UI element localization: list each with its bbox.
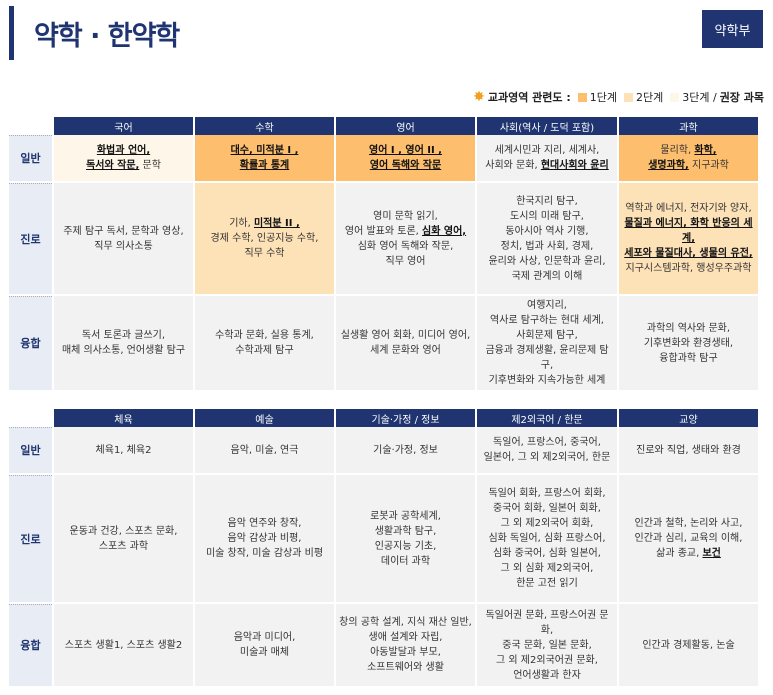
legend-level1: 1단계	[589, 91, 617, 104]
table-cell: 창의 공학 설계, 지식 재산 일반, 생애 설계와 자립, 아동발달과 부모, 소프…	[334, 604, 475, 688]
table-cell: 주제 탐구 독서, 문학과 영상, 직무 의사소통	[52, 183, 193, 296]
table-cell: 독서 토론과 글쓰기, 매체 의사소통, 언어생활 탐구	[52, 296, 193, 392]
table-cell: 실생활 영어 회화, 미디어 영어, 세계 문화와 영어	[334, 296, 475, 392]
table-row: 일반 화법과 언어, 독서와 작문, 문학 대수, 미적분 I , 확률과 통계 영…	[9, 135, 758, 183]
table-corner	[9, 117, 52, 135]
recommended-subject: 생명과학,	[648, 160, 689, 171]
legend-swatch-level1	[577, 92, 587, 102]
legend: ✸ 교과영역 관련도 : 1단계 2단계 3단계 / 권장 과목	[473, 89, 764, 105]
legend-swatch-level3	[670, 92, 680, 102]
column-header: 영어	[334, 117, 475, 135]
row-header: 융합	[9, 296, 52, 392]
legend-title: 교과영역 관련도 :	[487, 91, 571, 104]
table-cell: 대수, 미적분 I , 확률과 통계	[193, 135, 334, 183]
table-cell: 역학과 에너지, 전자기와 양자, 물질과 에너지, 화학 반응의 세계, 세포와 …	[617, 183, 758, 296]
recommended-subject: 대수, 미적분 I ,	[230, 145, 299, 156]
table-cell: 기하, 미적분 II , 경제 수학, 인공지능 수학, 직무 수학	[193, 183, 334, 296]
table-cell: 한국지리 탐구, 도시의 미래 탐구, 동아시아 역사 기행, 정치, 법과 사회, …	[475, 183, 617, 296]
column-header: 국어	[52, 117, 193, 135]
table-row: 진로 주제 탐구 독서, 문학과 영상, 직무 의사소통 기하, 미적분 II ,…	[9, 183, 758, 296]
table-cell: 과학의 역사와 문화, 기후변화와 환경생태, 융합과학 탐구	[617, 296, 758, 392]
table-cell: 음악, 미술, 연극	[193, 427, 334, 475]
subject-table-main: 국어 수학 영어 사회(역사 / 도덕 포함) 과학 일반 화법과 언어, 독서와…	[9, 117, 758, 392]
subject-table-other: 체육 예술 기술·가정 / 정보 제2외국어 / 한문 교양 일반 체육1, 체…	[9, 409, 758, 688]
table-cell: 체육1, 체육2	[52, 427, 193, 475]
table-row: 융합 스포츠 생활1, 스포츠 생활2 음악과 미디어, 미술과 매체 창의 공학…	[9, 604, 758, 688]
table-row: 진로 운동과 건강, 스포츠 문화, 스포츠 과학 음악 연주와 창작, 음악 감상…	[9, 475, 758, 604]
recommended-subject: 확률과 통계	[239, 160, 290, 171]
table-cell: 여행지리, 역사로 탐구하는 현대 세계, 사회문제 탐구, 금융과 경제생활, 윤리…	[475, 296, 617, 392]
row-header: 일반	[9, 135, 52, 183]
column-header: 수학	[193, 117, 334, 135]
recommended-subject: 물질과 에너지, 화학 반응의 세계,	[624, 218, 753, 244]
table-cell: 독일어권 문화, 프랑스어권 문화, 중국 문화, 일본 문화, 그 외 제2외국어…	[475, 604, 617, 688]
legend-swatch-level2	[623, 92, 633, 102]
table-cell: 음악 연주와 창작, 음악 감상과 비평, 미술 창작, 미술 감상과 비평	[193, 475, 334, 604]
title-accent-bar	[9, 6, 14, 60]
table-cell: 운동과 건강, 스포츠 문화, 스포츠 과학	[52, 475, 193, 604]
table-header-row: 국어 수학 영어 사회(역사 / 도덕 포함) 과학	[9, 117, 758, 135]
table-cell: 독일어, 프랑스어, 중국어, 일본어, 그 외 제2외국어, 한문	[475, 427, 617, 475]
table-row: 융합 독서 토론과 글쓰기, 매체 의사소통, 언어생활 탐구 수학과 문화, 실…	[9, 296, 758, 392]
table-cell: 진로와 직업, 생태와 환경	[617, 427, 758, 475]
recommended-subject: 화법과 언어,	[96, 145, 151, 156]
recommended-subject: 심화 영어,	[422, 225, 467, 237]
table-cell: 세계시민과 지리, 세계사, 사회와 문화, 현대사회와 윤리	[475, 135, 617, 183]
column-header: 체육	[52, 409, 193, 427]
department-badge: 약학부	[702, 10, 763, 48]
column-header: 예술	[193, 409, 334, 427]
table-row: 일반 체육1, 체육2 음악, 미술, 연극 기술·가정, 정보 독일어, 프랑…	[9, 427, 758, 475]
column-header: 사회(역사 / 도덕 포함)	[475, 117, 617, 135]
recommended-subject: 화학,	[694, 145, 717, 156]
recommended-subject: 영어 독해와 작문	[369, 160, 442, 171]
table-cell: 인간과 경제활동, 논술	[617, 604, 758, 688]
recommended-subject: 미적분 II ,	[253, 218, 300, 229]
table-cell: 인간과 철학, 논리와 사고, 인간과 심리, 교육의 이해, 삶과 종교, 보건	[617, 475, 758, 604]
row-header: 일반	[9, 427, 52, 475]
table-cell: 기술·가정, 정보	[334, 427, 475, 475]
table-cell: 스포츠 생활1, 스포츠 생활2	[52, 604, 193, 688]
recommended-subject: 영어 I , 영어 II ,	[369, 145, 442, 156]
legend-level3: 3단계 /	[682, 91, 717, 104]
recommended-subject: 독서와 작문,	[86, 160, 140, 171]
page-title: 약학 · 한약학	[34, 21, 180, 52]
column-header: 제2외국어 / 한문	[475, 409, 617, 427]
column-header: 교양	[617, 409, 758, 427]
legend-recommended: 권장 과목	[719, 91, 764, 104]
table-header-row: 체육 예술 기술·가정 / 정보 제2외국어 / 한문 교양	[9, 409, 758, 427]
table-cell: 화법과 언어, 독서와 작문, 문학	[52, 135, 193, 183]
table-corner	[9, 409, 52, 427]
table-cell: 독일어 회화, 프랑스어 회화, 중국어 회화, 일본어 회화, 그 외 제2외국어…	[475, 475, 617, 604]
recommended-subject: 현대사회와 윤리	[540, 160, 609, 171]
table-cell: 로봇과 공학세계, 생활과학 탐구, 인공지능 기초, 데이터 과학	[334, 475, 475, 604]
column-header: 기술·가정 / 정보	[334, 409, 475, 427]
table-cell: 물리학, 화학, 생명과학, 지구과학	[617, 135, 758, 183]
table-cell: 수학과 문화, 실용 통계, 수학과제 탐구	[193, 296, 334, 392]
row-header: 진로	[9, 475, 52, 604]
row-header: 융합	[9, 604, 52, 688]
star-icon: ✸	[473, 89, 485, 105]
recommended-subject: 보건	[702, 548, 721, 559]
recommended-subject: 세포와 물질대사, 생물의 유전,	[624, 248, 753, 259]
column-header: 과학	[617, 117, 758, 135]
table-cell: 음악과 미디어, 미술과 매체	[193, 604, 334, 688]
legend-level2: 2단계	[635, 91, 664, 104]
row-header: 진로	[9, 183, 52, 296]
table-cell: 영어 I , 영어 II , 영어 독해와 작문	[334, 135, 475, 183]
table-cell: 영미 문학 읽기, 영어 발표와 토론, 심화 영어, 심화 영어 독해와 작문, 직…	[334, 183, 475, 296]
